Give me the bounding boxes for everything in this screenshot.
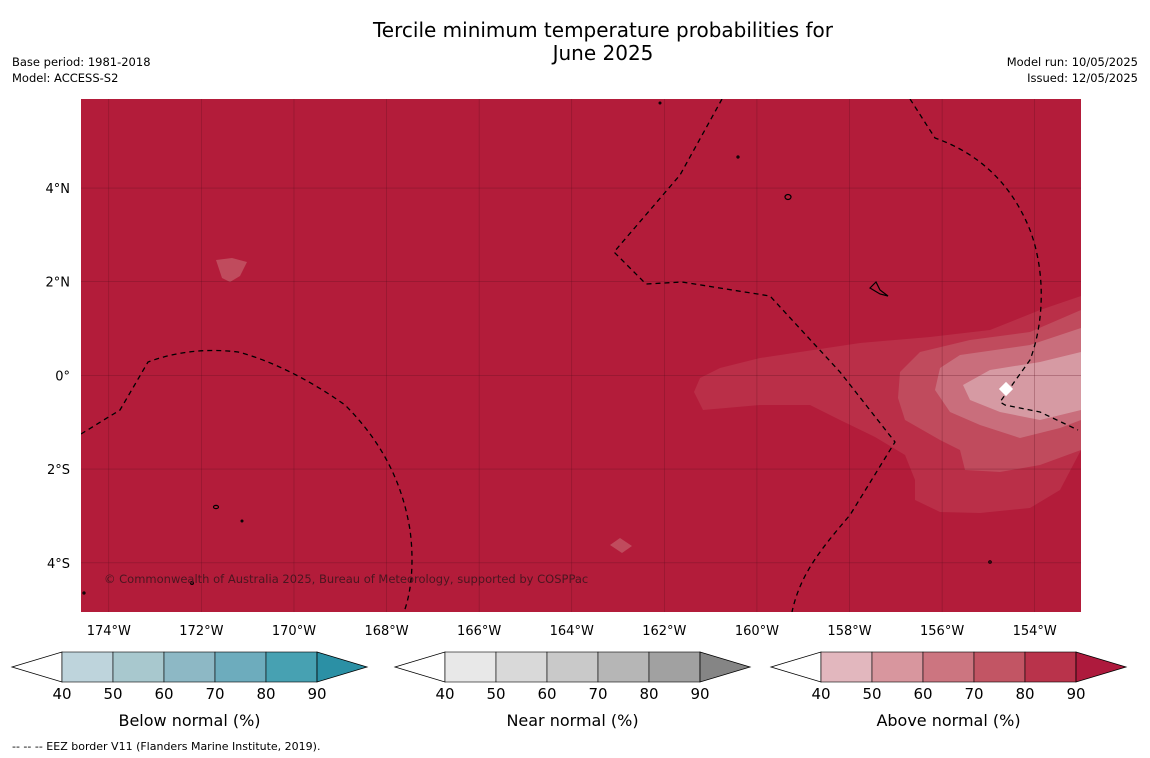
title-line-2: June 2025 [552,41,654,65]
probability-contours [216,258,1081,553]
colorbar-tick-label: 40 [435,685,454,703]
lon-tick-label: 168°W [364,624,408,639]
map-panel: © Commonwealth of Australia 2025, Bureau… [81,99,1081,612]
colorbar-1: 40 50 60 70 80 90 Near normal (%) [393,651,752,730]
colorbar-segment [61,651,114,683]
lat-tick-label: 4°N [46,182,71,197]
island [869,280,889,297]
eez-border-west [81,349,413,612]
meta-left: Base period: 1981-2018 Model: ACCESS-S2 [12,54,151,86]
colorbar-under-arrow [769,651,822,683]
colorbar-tick-label: 70 [964,685,983,703]
lon-tick-label: 160°W [735,624,779,639]
colorbar-under-arrow [10,651,63,683]
contour-small-south [610,538,632,553]
island [240,519,244,523]
colorbar-segment [597,651,650,683]
island [784,193,792,201]
contour-small-north [216,258,247,282]
colorbar-under-arrow [393,651,446,683]
colorbar-tick-label: 60 [537,685,556,703]
colorbars: 40 50 60 70 80 90 Below normal (%) 40 50 60 70 80 90… [10,651,1128,730]
island [736,155,740,159]
lon-tick-label: 154°W [1013,624,1057,639]
lat-tick-label: 2°S [47,463,70,478]
lon-tick-label: 156°W [920,624,964,639]
colorbar-tick-label: 80 [1015,685,1034,703]
lon-tick-label: 164°W [550,624,594,639]
island [988,560,992,564]
colorbar-label: Above normal (%) [876,711,1020,730]
model-run-label: Model run: 10/05/2025 [1006,55,1138,69]
colorbar-tick-label: 60 [913,685,932,703]
latitude-labels: 4°N 2°N 0° 2°S 4°S [46,182,71,572]
map-title: Tercile minimum temperature probabilitie… [0,19,1150,65]
colorbar-segment [871,651,924,683]
base-period-label: Base period: 1981-2018 [12,55,151,69]
colorbar-tick-label: 60 [154,685,173,703]
colorbar-tick-label: 90 [1066,685,1085,703]
colorbar-tick-label: 70 [588,685,607,703]
colorbar-segment [973,651,1026,683]
island [212,504,220,510]
colorbar-tick-label: 50 [486,685,505,703]
colorbar-0: 40 50 60 70 80 90 Below normal (%) [10,651,369,730]
colorbar-segment [922,651,975,683]
lon-tick-label: 172°W [179,624,223,639]
lat-tick-label: 2°N [46,276,71,291]
colorbar-segment [444,651,497,683]
colorbar-segment [648,651,701,683]
colorbar-tick-label: 50 [862,685,881,703]
colorbar-over-arrow [316,651,369,683]
colorbar-2: 40 50 60 70 80 90 Above normal (%) [769,651,1128,730]
colorbar-segment [495,651,548,683]
colorbar-over-arrow [699,651,752,683]
colorbar-segment [820,651,873,683]
colorbar-label: Below normal (%) [118,711,260,730]
island-marker [998,381,1014,397]
islands [82,101,992,595]
colorbar-segment [546,651,599,683]
eez-borders [81,99,1079,612]
lon-tick-label: 158°W [827,624,871,639]
lon-tick-label: 166°W [457,624,501,639]
colorbar-segment [265,651,318,683]
colorbar-tick-label: 40 [811,685,830,703]
lon-tick-label: 170°W [272,624,316,639]
colorbar-segment [163,651,216,683]
colorbar-segment [214,651,267,683]
colorbar-label: Near normal (%) [506,711,638,730]
meta-right: Model run: 10/05/2025 Issued: 12/05/2025 [1007,54,1138,86]
eez-border-east [909,99,1079,431]
colorbar-tick-label: 70 [205,685,224,703]
copyright-notice: © Commonwealth of Australia 2025, Bureau… [104,572,588,586]
island [658,101,662,105]
model-label: Model: ACCESS-S2 [12,71,119,85]
lon-tick-label: 174°W [87,624,131,639]
colorbar-tick-label: 90 [307,685,326,703]
colorbar-tick-label: 50 [103,685,122,703]
colorbar-over-arrow [1075,651,1128,683]
colorbar-tick-label: 80 [639,685,658,703]
issued-label: Issued: 12/05/2025 [1027,71,1138,85]
lat-tick-label: 0° [55,369,70,384]
colorbar-tick-label: 40 [52,685,71,703]
eez-footer-note: -- -- -- EEZ border V11 (Flanders Marine… [12,740,321,753]
colorbar-segment [112,651,165,683]
island [82,591,86,595]
colorbar-tick-label: 90 [690,685,709,703]
lon-tick-label: 162°W [642,624,686,639]
title-line-1: Tercile minimum temperature probabilitie… [372,18,834,42]
graticule [81,99,1081,612]
colorbar-segment [1024,651,1077,683]
contour-50-band [963,352,1081,420]
lat-tick-label: 4°S [47,557,70,572]
colorbar-tick-label: 80 [256,685,275,703]
island [190,580,195,585]
longitude-labels: 174°W 172°W 170°W 168°W 166°W 164°W 162°W 160°W… [87,624,1057,639]
